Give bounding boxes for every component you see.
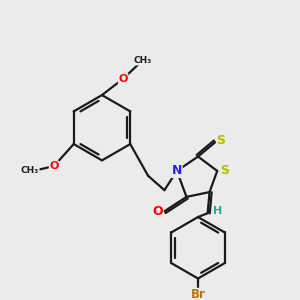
Text: H: H bbox=[213, 206, 222, 216]
Text: O: O bbox=[49, 161, 59, 171]
Text: O: O bbox=[118, 74, 128, 84]
Text: CH₃: CH₃ bbox=[133, 56, 152, 65]
Text: CH₃: CH₃ bbox=[21, 167, 39, 176]
Text: S: S bbox=[220, 164, 230, 177]
Text: O: O bbox=[152, 205, 163, 218]
Text: Br: Br bbox=[190, 288, 206, 300]
Text: S: S bbox=[217, 134, 226, 147]
Text: N: N bbox=[172, 164, 182, 177]
